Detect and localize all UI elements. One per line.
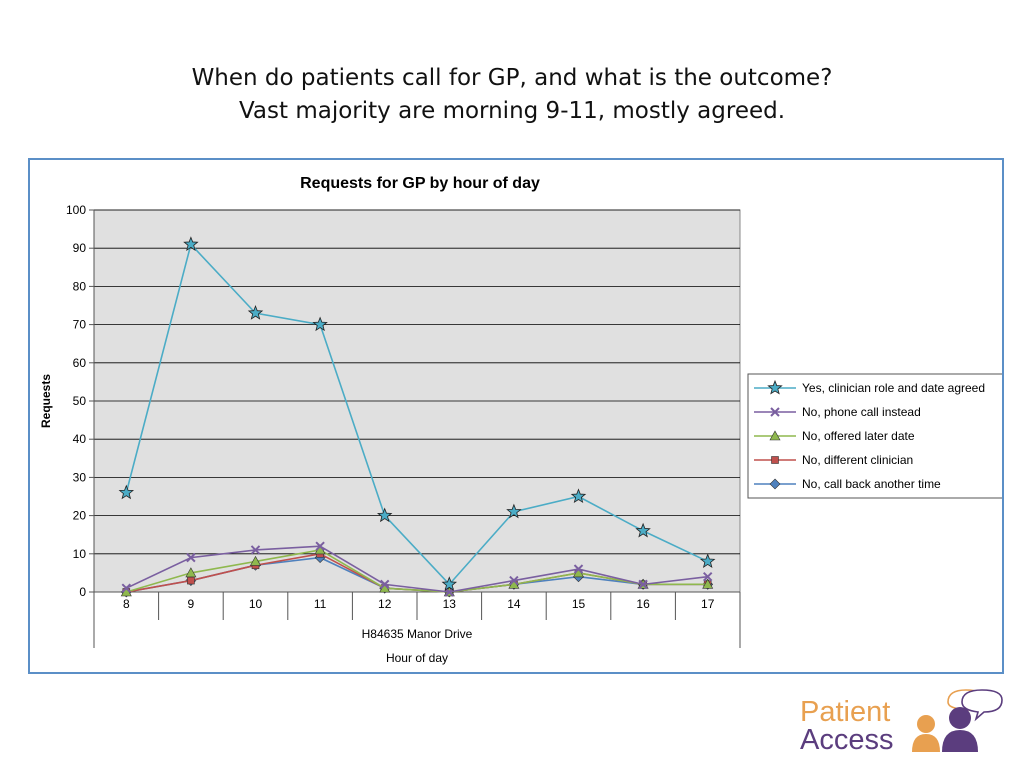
legend-item: No, offered later date [754, 429, 915, 443]
y-tick-label: 30 [73, 470, 87, 484]
legend-item: No, phone call instead [754, 405, 921, 419]
data-point [249, 555, 262, 566]
line-chart: Requests for GP by hour of day 0 10 20 30 40 5… [39, 175, 1002, 665]
patient-access-logo: Patient Access [800, 688, 1010, 756]
series-1 [121, 541, 713, 597]
data-point [250, 545, 261, 555]
legend-label: No, different clinician [802, 453, 913, 467]
legend-item: No, call back another time [754, 477, 941, 491]
data-point [702, 572, 713, 582]
slide-title-line2: Vast majority are morning 9-11, mostly a… [238, 98, 786, 124]
data-point [315, 541, 325, 551]
y-tick-label: 10 [73, 547, 87, 561]
chart-frame: Requests for GP by hour of day 0 10 20 30 40 5… [28, 158, 1004, 674]
legend-item: Yes, clinician role and date agreed [754, 379, 985, 395]
x-marker-stroke [702, 572, 713, 582]
legend-item: No, different clinician [754, 453, 913, 467]
legend-marker [769, 430, 781, 441]
data-point [185, 567, 197, 578]
x-tick-label: 17 [701, 597, 715, 611]
x-axis-label: Hour of day [386, 651, 448, 665]
y-tick-label: 20 [73, 509, 87, 523]
data-point [186, 552, 196, 563]
y-tick-label: 0 [79, 585, 86, 599]
series-line [126, 549, 708, 593]
data-point [441, 576, 458, 591]
data-point [121, 583, 132, 593]
x-tick-label: 16 [636, 597, 650, 611]
logo-text: Patient Access [800, 696, 894, 756]
x-marker-stroke [573, 564, 584, 574]
x-tick-label: 12 [378, 597, 392, 611]
slide-title-line1: When do patients call for GP, and what i… [191, 65, 833, 91]
legend-marker [769, 478, 781, 490]
logo-text-line2: Access [800, 724, 894, 756]
series-0 [118, 236, 716, 591]
data-point [509, 575, 519, 586]
y-tick-label: 70 [73, 318, 87, 332]
data-point [506, 503, 522, 519]
data-point [183, 236, 199, 251]
x-tick-label: 15 [572, 597, 586, 611]
x-marker-stroke [379, 579, 390, 590]
chart-title: Requests for GP by hour of day [300, 175, 540, 192]
x-marker-stroke [315, 541, 325, 551]
data-point [635, 522, 651, 538]
x-tick-label: 9 [188, 597, 195, 611]
x-marker-stroke [770, 407, 780, 417]
legend-label: No, phone call instead [802, 405, 921, 419]
x-marker-stroke [121, 583, 132, 593]
y-tick-label: 80 [73, 279, 87, 293]
data-point [187, 576, 195, 585]
people-speech-bubbles-icon [912, 689, 1003, 752]
data-point [118, 484, 135, 500]
data-point [573, 564, 584, 574]
data-point [638, 579, 648, 590]
y-tick-label: 40 [73, 432, 87, 446]
legend-marker [767, 379, 783, 395]
series-line [125, 545, 708, 593]
x-marker-stroke [638, 579, 648, 590]
legend-marker [771, 456, 779, 464]
y-tick-label: 100 [66, 203, 86, 217]
legend-label: No, offered later date [802, 429, 915, 443]
data-point [702, 578, 714, 589]
x-tick-label: 13 [443, 597, 457, 611]
x-marker-stroke [509, 575, 519, 586]
legend-label: Yes, clinician role and date agreed [802, 381, 985, 395]
x-marker-stroke [186, 552, 196, 563]
logo-text-line1: Patient [800, 696, 891, 728]
data-point [699, 553, 716, 568]
y-tick-label: 50 [73, 394, 87, 408]
data-point [570, 488, 587, 504]
x-tick-label: 8 [123, 597, 130, 611]
x-group-label: H84635 Manor Drive [362, 627, 473, 641]
data-point [376, 507, 393, 523]
y-tick-label: 60 [73, 356, 87, 370]
x-marker-stroke [250, 545, 261, 555]
legend-marker [770, 407, 780, 417]
x-tick-label: 14 [507, 597, 521, 611]
data-point [312, 316, 328, 332]
x-tick-label: 11 [314, 597, 327, 611]
x-tick-label: 10 [249, 597, 263, 611]
data-point [379, 579, 390, 590]
series-line [125, 242, 709, 586]
y-axis-label: Requests [39, 374, 53, 428]
slide-title: When do patients call for GP, and what i… [0, 62, 1024, 128]
data-point [247, 305, 264, 320]
legend-label: No, call back another time [802, 477, 941, 491]
y-tick-label: 90 [73, 241, 87, 255]
